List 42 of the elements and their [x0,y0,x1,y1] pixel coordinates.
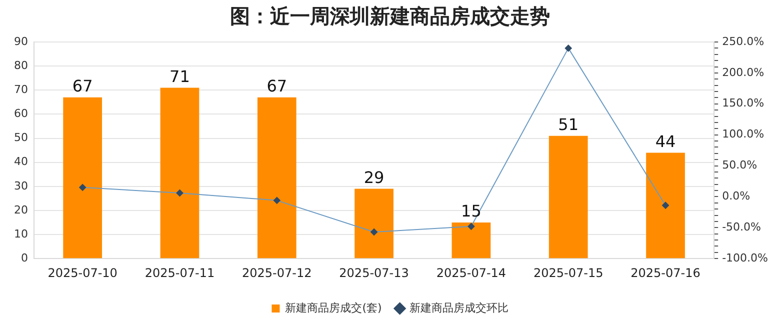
y-tick-label: 30 [14,179,28,192]
y-tick-label: 40 [14,155,28,168]
x-tick-label: 2025-07-16 [630,266,700,280]
y-tick-label: 60 [14,107,28,120]
bar [452,222,491,258]
x-tick-label: 2025-07-15 [533,266,604,280]
bar [548,136,588,258]
y2-tick-label: -50.0% [722,220,762,234]
data-label: 15 [461,202,482,221]
bar [646,152,685,258]
y-tick-label: 0 [20,251,28,264]
data-label: 71 [170,66,190,86]
y2-tick-label: 100.0% [722,128,764,141]
y2-tick-label: 0.0% [722,190,750,203]
legend-label: 新建商品房成交(套) [285,301,382,314]
x-tick-label: 2025-07-14 [436,266,506,280]
x-tick-label: 2025-07-12 [242,266,312,280]
y-tick-label: 80 [14,58,28,72]
bar [63,97,102,258]
data-label: 29 [364,168,384,187]
x-tick-label: 2025-07-10 [48,266,118,280]
data-label: 67 [72,76,93,96]
data-label: 67 [266,76,288,96]
y-tick-label: 50 [14,131,28,144]
y-tick-label: 10 [14,227,28,240]
y-tick-label: 90 [14,34,28,48]
y-tick-label: 20 [14,203,28,216]
bar [354,188,394,258]
x-tick-label: 2025-07-13 [339,266,409,280]
y2-tick-label: 150.0% [722,96,764,110]
y2-tick-label: -100.0% [722,251,768,264]
y2-tick-label: 200.0% [722,66,764,79]
y-tick-label: 70 [14,82,28,96]
y2-tick-label: 250.0% [722,34,764,48]
bar [160,88,200,258]
chart-title: 图：近一周深圳新建商品房成交走势 [230,4,550,28]
bar [257,97,296,258]
data-label: 51 [558,115,579,134]
x-tick-label: 2025-07-11 [144,266,215,280]
legend-label: 新建商品房成交环比 [409,301,508,314]
data-label: 44 [655,132,676,151]
y2-tick-label: 50.0% [722,158,758,172]
